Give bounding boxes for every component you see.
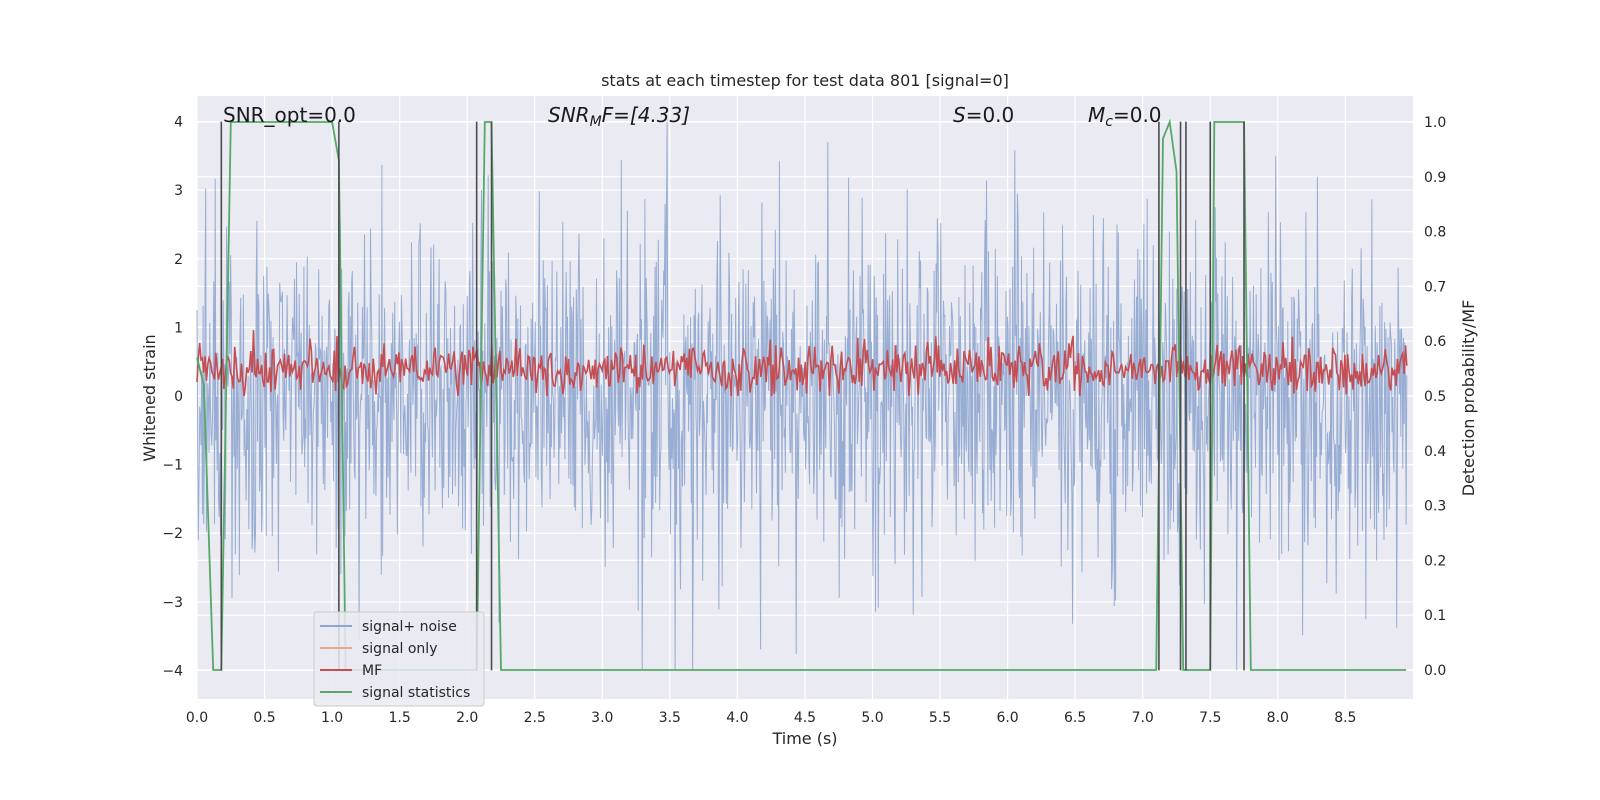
annotation-snr-mf-sub: M [590,114,602,130]
y-tick-label: 4 [174,115,183,131]
y-tick-label: 3 [174,183,183,199]
y-tick-label: −2 [162,526,183,542]
x-tick-label: 4.0 [726,710,748,726]
x-tick-label: 5.0 [861,710,883,726]
y2-tick-labels: 1.0 0.9 0.8 0.7 0.6 0.5 0.4 0.3 0.2 0.1 0.0 [1424,115,1446,679]
x-tick-label: 2.0 [456,710,478,726]
x-tick-label: 3.5 [659,710,681,726]
y2-tick-label: 0.2 [1424,553,1446,569]
x-tick-label: 1.0 [321,710,343,726]
annotation-s-base: S [953,103,966,127]
x-tick-label: 2.5 [524,710,546,726]
annotation-s: S=0.0 [953,103,1014,127]
x-axis-label: Time (s) [771,729,837,748]
mf-line [196,330,1408,397]
x-tick-label: 3.0 [591,710,613,726]
legend: signal+ noise signal only MF signal stat… [313,611,485,707]
y2-tick-label: 0.6 [1424,334,1446,350]
y2-tick-label: 0.4 [1424,444,1446,460]
x-tick-label: 1.5 [389,710,411,726]
x-tick-label: 8.5 [1334,710,1356,726]
y2-tick-label: 1.0 [1424,115,1446,131]
y-tick-labels: 4 3 2 1 0 −1 −2 −3 −4 [162,115,183,680]
y2-tick-label: 0.9 [1424,170,1446,186]
annotation-snr-mf-base: SNR [548,103,590,127]
y2-tick-label: 0.1 [1424,608,1446,624]
y-tick-label: 0 [174,389,183,405]
annotation-mc-sub: c [1105,114,1113,130]
x-tick-label: 4.5 [794,710,816,726]
vertical-markers [220,121,1245,671]
y2-tick-label: 0.8 [1424,225,1446,241]
mf-series [196,330,1408,397]
y-tick-label: 1 [174,320,183,336]
y2-tick-label: 0.7 [1424,279,1446,295]
x-tick-label: 0.0 [186,710,208,726]
annotation-snr-opt: SNR_opt=0.0 [223,103,356,127]
chart-title: stats at each timestep for test data 801… [601,71,1009,90]
signal-statistics-line [196,118,1407,671]
y-axis-label: Whitened strain [140,334,159,461]
legend-label-signal-noise: signal+ noise [362,619,457,635]
annotation-snr-mf-tail: F=[4.33] [602,103,690,127]
annotation-mc-tail: =0.0 [1113,103,1162,127]
legend-label-signal-only: signal only [362,641,437,657]
y-tick-label: −4 [162,663,183,679]
annotation-mc: Mc=0.0 [1088,103,1162,130]
x-tick-label: 8.0 [1267,710,1289,726]
y-tick-label: −3 [162,595,183,611]
x-tick-label: 5.5 [929,710,951,726]
annotation-s-tail: =0.0 [966,103,1015,127]
legend-label-signal-statistics: signal statistics [362,685,470,701]
x-tick-label: 6.0 [996,710,1018,726]
y-tick-label: 2 [174,252,183,268]
legend-label-mf: MF [362,663,382,679]
x-tick-label: 0.5 [253,710,275,726]
y2-tick-label: 0.5 [1424,389,1446,405]
x-tick-label: 6.5 [1064,710,1086,726]
x-tick-label: 7.5 [1199,710,1221,726]
x-tick-label: 7.0 [1132,710,1154,726]
annotation-snr-mf: SNRMF=[4.33] [548,103,690,130]
x-tick-labels: 0.0 0.5 1.0 1.5 2.0 2.5 3.0 3.5 4.0 4.5 5.0 5.5 6.0 6… [186,710,1357,726]
y2-axis-label: Detection probability/MF [1459,300,1478,497]
y2-tick-label: 0.3 [1424,499,1446,515]
signal-statistics-series [196,118,1407,671]
y-tick-label: −1 [162,458,183,474]
annotation-mc-base: M [1088,103,1105,127]
legend-box [313,611,485,707]
y2-tick-label: 0.0 [1424,663,1446,679]
